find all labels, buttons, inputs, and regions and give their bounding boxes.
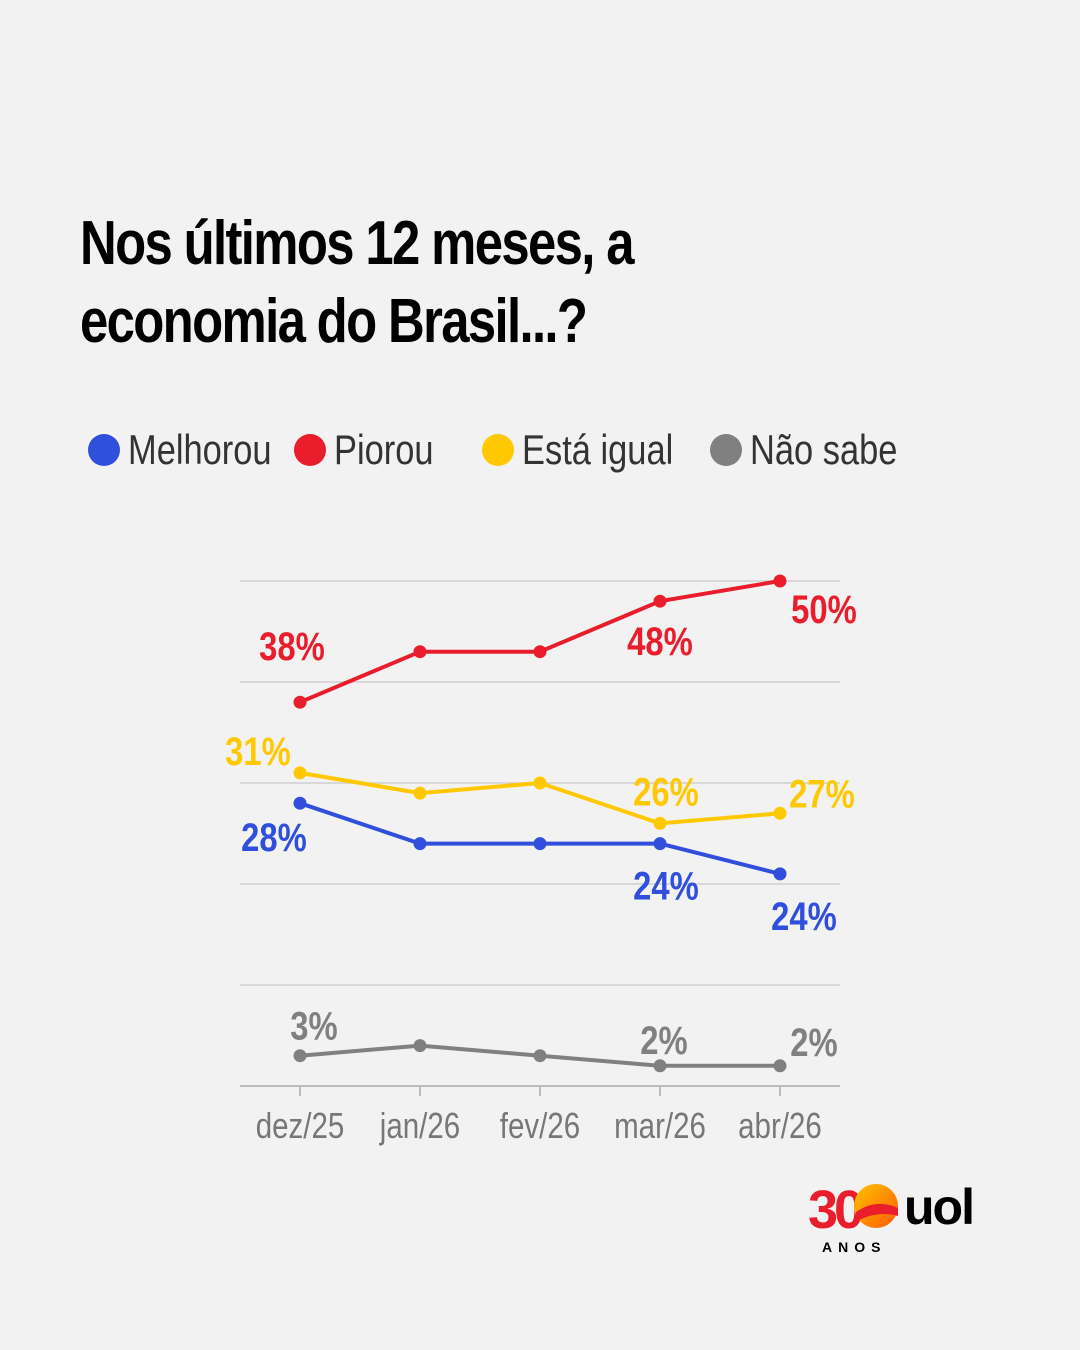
data-point-estigual [413,786,427,800]
x-tick-label: jan/26 [379,1105,460,1145]
logo-30-text: 30 [808,1180,862,1240]
legend-item-piorou: Piorou [294,420,455,480]
legend-item-nao-sabe: Não sabe [710,420,930,480]
legend-dot-esta-igual [482,434,514,466]
data-label-nosabe: 3% [290,1004,337,1049]
data-point-melhorou [533,837,547,851]
legend-item-esta-igual: Está igual [482,420,706,480]
data-point-melhorou [293,796,307,810]
data-point-piorou [413,645,427,659]
data-point-nosabe [293,1049,307,1063]
data-label-piorou: 38% [259,624,325,669]
data-point-nosabe [413,1039,427,1053]
x-tick-label: dez/25 [256,1105,345,1145]
legend-dot-melhorou [88,434,120,466]
x-tick-label: mar/26 [614,1105,706,1145]
legend-label-piorou: Piorou [334,426,434,473]
x-tick-label: abr/26 [738,1105,822,1145]
data-point-nosabe [533,1049,547,1063]
legend: Melhorou Piorou Está igual Não sabe [0,420,1080,480]
data-point-estigual [533,776,547,790]
page-title: Nos últimos 12 meses, a economia do Bras… [80,209,634,356]
data-label-melhorou: 24% [771,894,837,939]
data-label-nosabe: 2% [640,1018,687,1063]
data-label-piorou: 50% [791,587,857,632]
data-point-piorou [533,645,547,659]
data-label-piorou: 48% [627,619,693,664]
legend-dot-nao-sabe [710,434,742,466]
data-label-nosabe: 2% [790,1020,837,1065]
data-point-piorou [293,695,307,709]
data-point-estigual [653,816,667,830]
legend-item-melhorou: Melhorou [88,420,303,480]
data-point-estigual [293,766,307,780]
data-label-estigual: 26% [633,769,699,814]
data-point-piorou [653,594,667,608]
data-label-melhorou: 24% [633,864,699,909]
data-point-nosabe [773,1059,787,1073]
legend-label-melhorou: Melhorou [128,426,272,473]
data-point-nosabe [653,1059,667,1073]
data-point-piorou [773,574,787,588]
logo-uol-text: uol [904,1179,973,1235]
legend-label-esta-igual: Está igual [522,426,674,473]
data-point-melhorou [413,837,427,851]
data-label-melhorou: 28% [241,815,307,860]
series-line-piorou [299,579,781,705]
data-point-melhorou [653,837,667,851]
logo-anos-text: ANOS [822,1239,886,1255]
data-point-estigual [773,806,787,820]
uol-30-anos-logo: 30 uol ANOS [808,1179,975,1255]
legend-dot-piorou [294,434,326,466]
data-label-estigual: 31% [225,729,291,774]
data-label-estigual: 27% [789,771,855,816]
legend-label-nao-sabe: Não sabe [750,426,898,473]
data-point-melhorou [773,867,787,881]
x-tick-label: fev/26 [500,1105,580,1145]
